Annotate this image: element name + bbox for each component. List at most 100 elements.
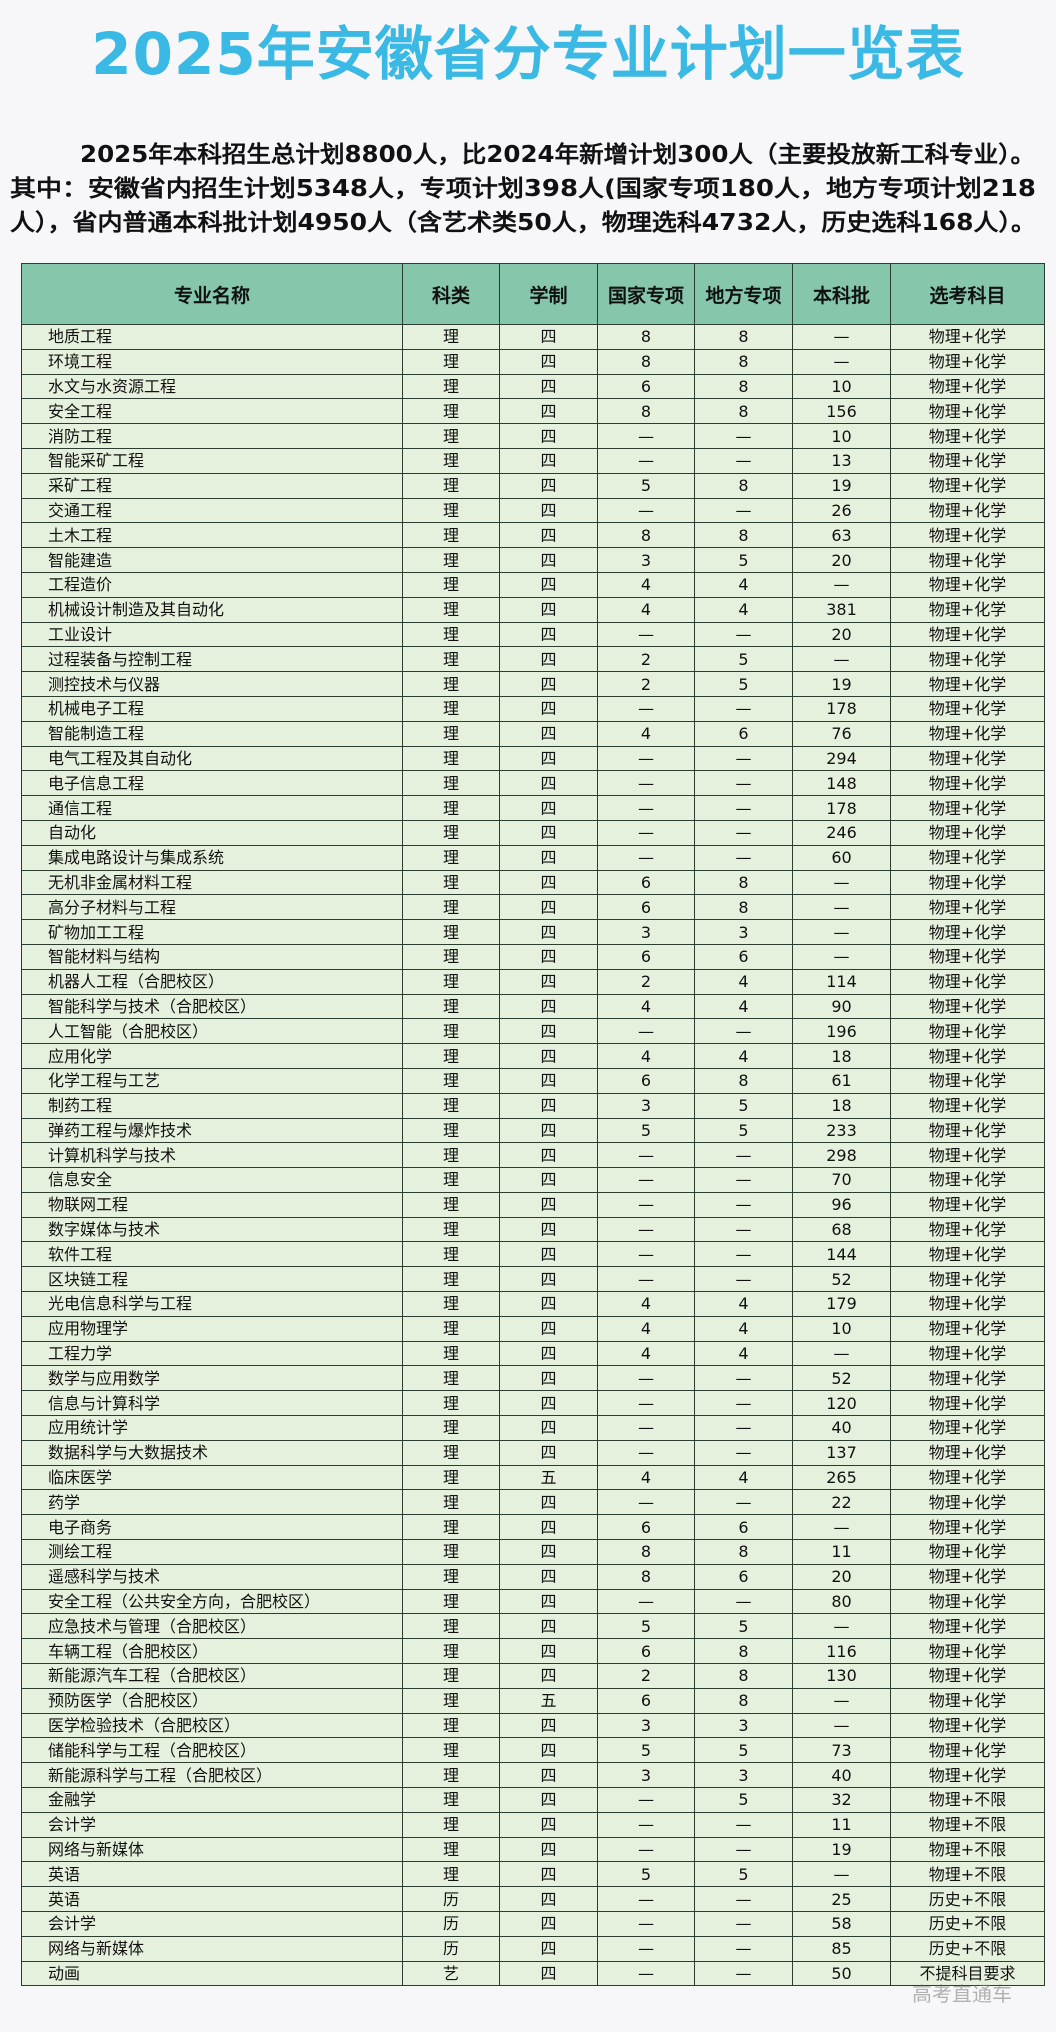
cell-major-name: 数字媒体与技术 [21, 1216, 403, 1243]
cell-category: 理 [402, 1663, 500, 1689]
cell-major-name: 机械设计制造及其自动化 [21, 596, 403, 623]
cell-undergrad-batch: 61 [792, 1067, 891, 1094]
cell-major-name: 应用物理学 [21, 1315, 403, 1342]
cell-category: 理 [402, 1291, 500, 1317]
cell-required-subjects: 历史+不限 [890, 1935, 1045, 1962]
table-row: 矿物加工工程理四 3 3— 物理+化学 [21, 919, 1045, 945]
cell-local-special: — [694, 423, 793, 449]
intro-line: 2025年本科招生总计划8800人，比2024年新增计划300人（主要投放新工科… [80, 142, 1035, 168]
table-row: 化学工程与工艺理四 6 8 61 物理+化学 [21, 1067, 1045, 1094]
cell-required-subjects: 物理+化学 [890, 621, 1045, 648]
cell-undergrad-batch: — [792, 348, 891, 375]
cell-local-special: — [694, 1216, 793, 1243]
cell-undergrad-batch: 13 [792, 447, 891, 474]
cell-national-special: — [597, 1811, 695, 1838]
cell-undergrad-batch: 156 [792, 398, 891, 425]
cell-undergrad-batch: — [792, 1861, 891, 1888]
cell-national-special: 6 [597, 894, 695, 921]
table-row: 智能建造理四 3 5 20 物理+化学 [21, 547, 1045, 573]
cell-major-name: 智能建造 [21, 547, 403, 573]
cell-major-name: 应用统计学 [21, 1415, 403, 1441]
cell-category: 理 [402, 1167, 500, 1193]
page-title: 2025年安徽省分专业计划一览表 [91, 20, 965, 88]
cell-category: 理 [402, 1390, 500, 1417]
cell-duration: 四 [499, 1663, 598, 1689]
table-row: 智能采矿工程理四 — —13 物理+化学 [21, 447, 1045, 474]
cell-local-special: — [694, 844, 793, 871]
cell-duration: 四 [499, 919, 598, 945]
cell-local-special: — [694, 695, 793, 722]
cell-category: 理 [402, 720, 500, 747]
cell-undergrad-batch: 80 [792, 1588, 891, 1615]
cell-undergrad-batch: 19 [792, 472, 891, 499]
cell-undergrad-batch: 265 [792, 1464, 891, 1491]
cell-undergrad-batch: — [792, 571, 891, 598]
cell-major-name: 区块链工程 [21, 1266, 403, 1293]
cell-local-special: 3 [694, 1712, 793, 1739]
cell-duration: 四 [499, 1142, 598, 1169]
table-row: 电子商务理四 6 6— 物理+化学 [21, 1514, 1045, 1541]
cell-local-special: 6 [694, 720, 793, 747]
cell-duration: 四 [499, 1415, 598, 1441]
cell-undergrad-batch: 22 [792, 1489, 891, 1516]
table-row: 软件工程理四 — —144 物理+化学 [21, 1241, 1045, 1268]
cell-category: 理 [402, 1539, 500, 1565]
cell-category: 理 [402, 869, 500, 896]
cell-undergrad-batch: 96 [792, 1191, 891, 1218]
cell-category: 理 [402, 795, 500, 821]
cell-duration: 四 [499, 1911, 598, 1937]
cell-major-name: 环境工程 [21, 348, 403, 375]
cell-required-subjects: 物理+化学 [890, 795, 1045, 821]
cell-undergrad-batch: 178 [792, 795, 891, 821]
cell-duration: 四 [499, 1167, 598, 1193]
cell-major-name: 工业设计 [21, 621, 403, 648]
cell-duration: 四 [499, 497, 598, 524]
cell-major-name: 应用化学 [21, 1043, 403, 1069]
cell-duration: 四 [499, 1563, 598, 1590]
enrollment-plan-table: 专业名称 科类 学制 国家专项 地方专项 本科批 选考科目 地质工程理四 8 8— 物理+化学 环境… [21, 263, 1045, 1987]
cell-category: 理 [402, 497, 500, 524]
cell-local-special: — [694, 745, 793, 772]
cell-major-name: 地质工程 [21, 324, 403, 350]
cell-required-subjects: 物理+化学 [890, 497, 1045, 524]
cell-major-name: 信息安全 [21, 1167, 403, 1193]
table-row: 金融学理四 —5 32 物理+不限 [21, 1787, 1045, 1813]
cell-required-subjects: 物理+化学 [890, 447, 1045, 474]
cell-duration: 四 [499, 621, 598, 648]
cell-local-special: — [694, 1167, 793, 1193]
cell-category: 理 [402, 745, 500, 772]
cell-undergrad-batch: 40 [792, 1762, 891, 1789]
cell-duration: 四 [499, 1935, 598, 1962]
cell-national-special: 4 [597, 1291, 695, 1317]
cell-duration: 四 [499, 1588, 598, 1615]
cell-category: 理 [402, 1241, 500, 1268]
cell-category: 理 [402, 1315, 500, 1342]
cell-undergrad-batch: 114 [792, 968, 891, 995]
cell-duration: 四 [499, 1489, 598, 1516]
column-header-category: 科类 [402, 263, 500, 325]
cell-required-subjects: 物理+化学 [890, 943, 1045, 970]
cell-required-subjects: 物理+化学 [890, 745, 1045, 772]
cell-local-special: — [694, 1142, 793, 1169]
cell-category: 理 [402, 695, 500, 722]
cell-major-name: 计算机科学与技术 [21, 1142, 403, 1169]
cell-duration: 四 [499, 671, 598, 697]
cell-major-name: 动画 [21, 1960, 403, 1987]
cell-required-subjects: 物理+不限 [890, 1811, 1045, 1838]
cell-required-subjects: 物理+化学 [890, 1613, 1045, 1640]
table-row: 弹药工程与爆炸技术理四 5 5 233 物理+化学 [21, 1117, 1045, 1144]
cell-national-special: — [597, 1018, 695, 1045]
cell-national-special: 6 [597, 869, 695, 896]
cell-category: 理 [402, 398, 500, 425]
cell-major-name: 弹药工程与爆炸技术 [21, 1117, 403, 1144]
cell-category: 历 [402, 1911, 500, 1937]
cell-major-name: 数据科学与大数据技术 [21, 1439, 403, 1466]
cell-required-subjects: 不提科目要求 [890, 1960, 1045, 1987]
cell-required-subjects: 物理+化学 [890, 1539, 1045, 1565]
cell-national-special: 8 [597, 324, 695, 350]
cell-required-subjects: 物理+化学 [890, 1464, 1045, 1491]
cell-category: 理 [402, 1340, 500, 1367]
cell-category: 理 [402, 1415, 500, 1441]
cell-undergrad-batch: 70 [792, 1167, 891, 1193]
cell-undergrad-batch: 246 [792, 819, 891, 846]
